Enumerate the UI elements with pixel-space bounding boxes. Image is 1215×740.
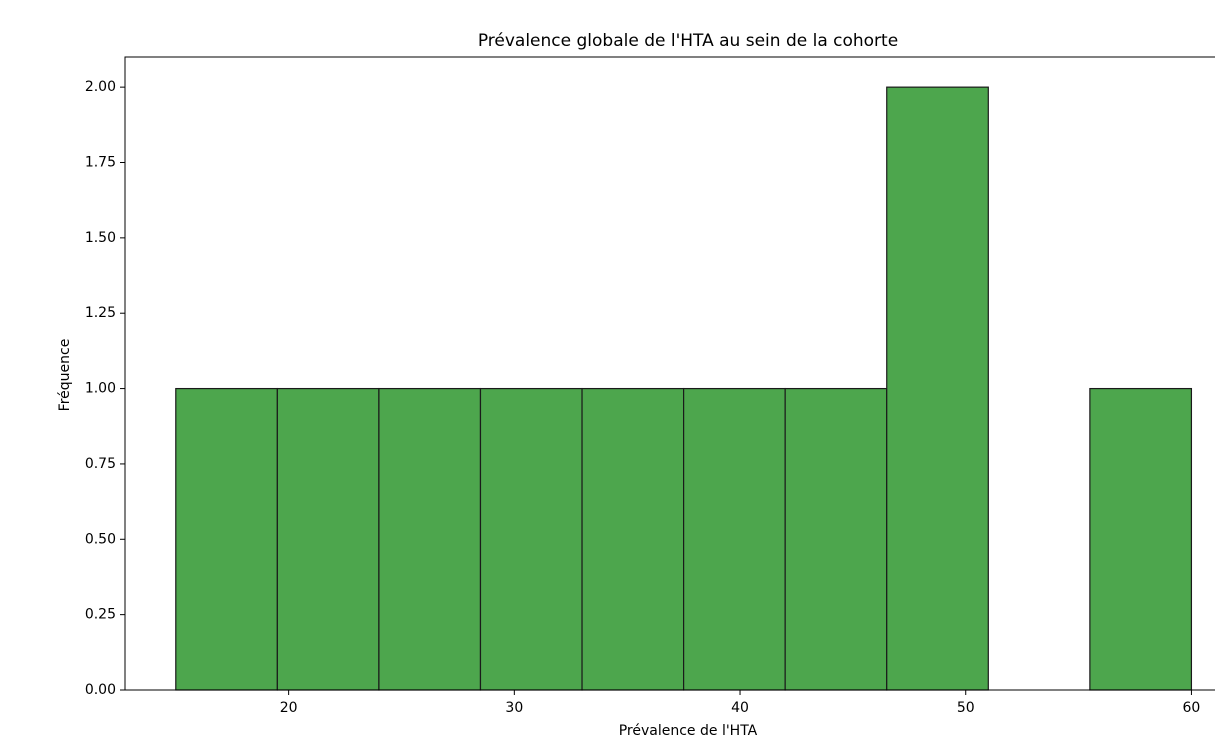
y-tick-label: 0.00 — [85, 682, 116, 698]
x-tick-label: 60 — [1183, 700, 1201, 716]
y-tick-label: 0.50 — [85, 531, 116, 547]
x-tick-label: 50 — [957, 700, 975, 716]
y-tick-label: 2.00 — [85, 79, 116, 95]
bar — [276, 387, 380, 691]
x-tick-label: 40 — [731, 700, 749, 716]
axes-frame — [124, 56, 1215, 691]
y-tick-label: 0.75 — [85, 456, 116, 472]
y-axis-label: Fréquence — [57, 339, 73, 412]
y-tick-label: 0.25 — [85, 607, 116, 623]
bar — [1089, 387, 1193, 691]
bar — [784, 387, 888, 691]
bar — [886, 86, 989, 691]
chart-title: Prévalence globale de l'HTA au sein de l… — [478, 31, 898, 51]
y-tick-label: 1.25 — [85, 305, 116, 321]
x-axis-label: Prévalence de l'HTA — [619, 723, 758, 739]
y-tick-label: 1.50 — [85, 230, 116, 246]
y-tick-label: 1.75 — [85, 155, 116, 171]
bar — [479, 387, 583, 691]
x-tick-label: 20 — [280, 700, 298, 716]
bar — [683, 387, 786, 691]
y-tick-label: 1.00 — [85, 381, 116, 397]
bar — [378, 387, 482, 691]
bar — [175, 387, 278, 691]
bar — [581, 387, 685, 691]
x-tick-label: 30 — [505, 700, 523, 716]
